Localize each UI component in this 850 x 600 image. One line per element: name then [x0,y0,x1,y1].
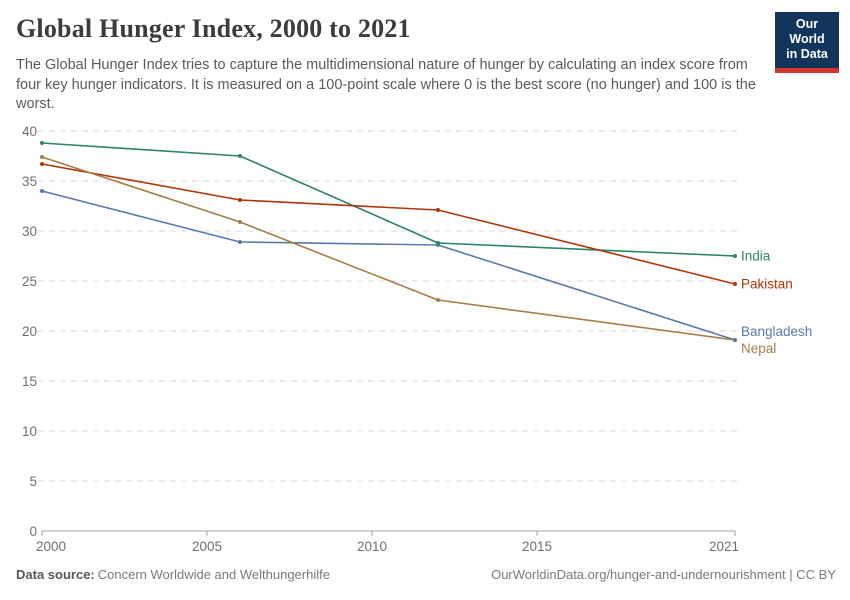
entity-label-bangladesh[interactable]: Bangladesh [741,324,812,339]
entity-label-india[interactable]: India [741,249,771,264]
data-source-label: Data source: [16,567,95,582]
x-tick-label: 2015 [522,539,552,554]
y-tick-label: 25 [22,274,37,289]
page-title: Global Hunger Index, 2000 to 2021 [16,14,411,43]
data-point-bangladesh[interactable] [238,240,242,244]
credit-link[interactable]: OurWorldinData.org/hunger-and-undernouri… [491,567,836,582]
x-tick-label: 2021 [709,539,739,554]
series-line-india[interactable] [41,142,736,257]
logo-accent-bar [775,68,839,73]
chart-subtitle: The Global Hunger Index tries to capture… [16,57,756,112]
data-point-india[interactable] [436,241,440,245]
y-tick-label: 40 [22,124,37,139]
y-tick-label: 10 [22,424,37,439]
data-point-india[interactable] [733,254,737,258]
entity-label-pakistan[interactable]: Pakistan [741,277,793,292]
owid-logo[interactable]: Our World in Data [775,12,839,73]
entity-label-nepal[interactable]: Nepal [741,341,776,356]
x-tick-label: 2000 [36,539,66,554]
series-line-pakistan[interactable] [41,163,736,285]
owid-logo-line2: in Data [786,47,828,61]
data-source-value: Concern Worldwide and Welthungerhilfe [97,567,330,582]
y-tick-label: 15 [22,374,37,389]
data-point-nepal[interactable] [436,298,440,302]
data-point-pakistan[interactable] [238,198,242,202]
data-point-india[interactable] [238,154,242,158]
owid-logo-text: Our World in Data [775,12,839,68]
data-point-pakistan[interactable] [40,162,44,166]
data-point-bangladesh[interactable] [733,338,737,342]
data-point-nepal[interactable] [40,155,44,159]
data-point-pakistan[interactable] [436,208,440,212]
y-tick-label: 35 [22,174,37,189]
data-point-pakistan[interactable] [733,282,737,286]
data-point-india[interactable] [40,141,44,145]
owid-logo-line1: Our World [789,17,825,46]
y-tick-label: 30 [22,224,37,239]
y-tick-label: 0 [29,524,37,539]
series-line-bangladesh[interactable] [41,190,736,341]
y-tick-label: 20 [22,324,37,339]
x-tick-label: 2010 [357,539,387,554]
chart-footer: Data source: Concern Worldwide and Welthu… [0,567,850,582]
y-tick-label: 5 [29,474,37,489]
x-tick-label: 2005 [192,539,222,554]
data-point-nepal[interactable] [238,220,242,224]
series-line-nepal[interactable] [41,156,736,341]
data-point-bangladesh[interactable] [40,189,44,193]
data-source: Data source: Concern Worldwide and Welthu… [16,567,330,582]
